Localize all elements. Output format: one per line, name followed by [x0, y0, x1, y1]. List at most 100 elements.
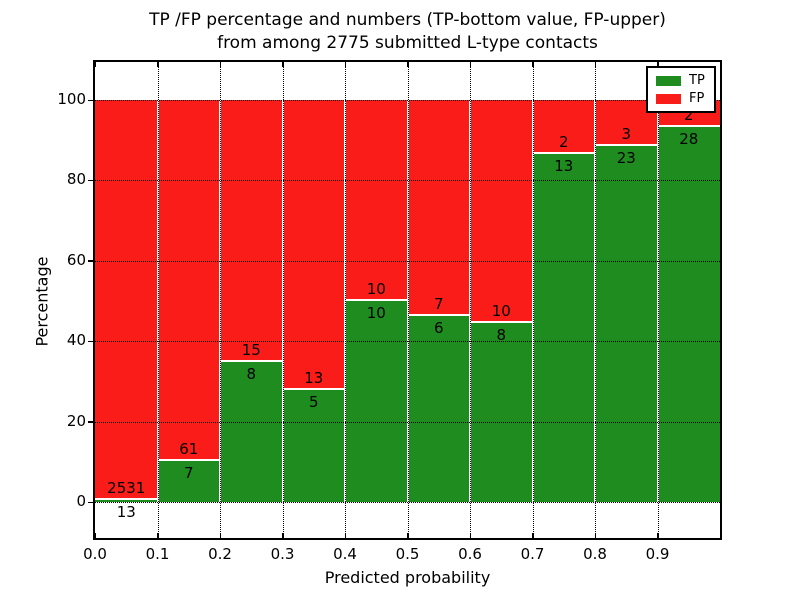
bar-edge-horizontal	[470, 321, 533, 324]
y-tick-label: 80	[66, 170, 86, 189]
x-tick-mark	[282, 533, 284, 538]
bar-segment-tp	[532, 153, 595, 502]
x-tick-mark	[94, 533, 96, 538]
legend-swatch-tp-icon	[656, 75, 681, 86]
gridline-vertical	[657, 62, 659, 538]
bar-segment-tp	[657, 126, 720, 502]
x-tick-label: 0.1	[145, 545, 170, 563]
y-tick-label: 40	[66, 331, 86, 350]
x-tick-label: 0.5	[395, 545, 420, 563]
bar-edge-horizontal	[595, 144, 658, 147]
gridline-vertical	[345, 62, 346, 538]
bar-segment-fp	[532, 100, 595, 154]
legend-item-tp: TP	[656, 74, 714, 87]
chart-title: TP /FP percentage and numbers (TP-bottom…	[95, 9, 720, 55]
fp-count-label: 10	[366, 280, 386, 298]
fp-count-label: 2	[558, 132, 569, 151]
x-tick-mark-top	[282, 62, 284, 67]
fp-count-label: 10	[491, 302, 511, 321]
bar-edge-horizontal	[407, 314, 470, 317]
bar-edge-horizontal	[532, 151, 595, 154]
x-tick-mark	[219, 533, 221, 538]
bar-segment-tp	[282, 390, 345, 502]
bar-edge-horizontal	[345, 299, 408, 301]
bar-segment-fp	[157, 100, 220, 461]
bar-segment-tp	[595, 146, 658, 502]
fp-count-label: 2	[683, 105, 694, 124]
fp-count-label: 3	[621, 125, 632, 144]
tp-count-label: 10	[366, 304, 386, 322]
y-tick-label: 60	[66, 250, 86, 269]
tp-count-label: 6	[433, 319, 444, 338]
x-tick-label: 0.9	[645, 545, 670, 563]
chart-title-line1: TP /FP percentage and numbers (TP-bottom…	[149, 10, 666, 30]
bar-segment-tp	[95, 499, 158, 502]
bar-segment-tp	[345, 301, 408, 502]
x-tick-label: 0.4	[333, 545, 357, 563]
fp-count-label: 15	[241, 341, 261, 360]
x-tick-mark	[594, 533, 596, 538]
gridline-vertical	[282, 62, 284, 538]
x-tick-label: 0.2	[208, 545, 232, 563]
fp-count-label: 13	[304, 369, 324, 388]
chart-title-line2: from among 2775 submitted L-type contact…	[217, 33, 598, 53]
gridline-vertical	[595, 62, 596, 538]
y-tick-mark	[88, 260, 93, 262]
bar-segment-fp	[470, 100, 533, 324]
x-tick-mark-top	[94, 62, 96, 67]
x-tick-mark	[532, 533, 534, 538]
x-tick-mark	[344, 533, 346, 538]
y-tick-label: 0	[76, 492, 86, 510]
x-tick-label: 0.8	[583, 545, 607, 563]
gridline-vertical	[532, 62, 534, 538]
y-tick-label: 20	[66, 411, 86, 430]
gridline-vertical	[157, 62, 159, 538]
bar-edge-horizontal	[220, 360, 283, 363]
x-tick-mark-top	[407, 62, 409, 67]
tp-count-label: 8	[246, 365, 257, 384]
x-tick-label: 0.3	[270, 545, 295, 563]
x-tick-mark-top	[657, 62, 659, 67]
legend-label-tp: TP	[689, 73, 705, 88]
bar-edge-horizontal	[157, 458, 220, 461]
tp-count-label: 13	[116, 502, 136, 521]
x-axis-label: Predicted probability	[324, 568, 491, 587]
x-tick-mark-top	[469, 62, 471, 67]
legend: TP FP	[646, 66, 716, 113]
legend-label-fp: FP	[689, 91, 705, 106]
x-tick-mark-top	[219, 62, 221, 67]
bar-segment-tp	[407, 316, 470, 502]
x-tick-mark	[157, 533, 159, 538]
y-tick-mark	[88, 99, 93, 101]
tp-count-label: 7	[183, 463, 194, 482]
x-tick-mark	[657, 533, 659, 538]
x-tick-mark-top	[157, 62, 159, 67]
fp-count-label: 2531	[107, 478, 146, 497]
x-tick-mark-top	[344, 62, 346, 67]
gridline-vertical	[407, 62, 409, 538]
tp-count-label: 28	[679, 129, 699, 148]
bar-segment-fp	[95, 100, 158, 500]
bar-segment-fp	[220, 100, 283, 363]
bar-segment-tp	[157, 460, 220, 502]
bar-segment-fp	[407, 100, 470, 317]
fp-count-label: 61	[179, 439, 199, 458]
x-tick-mark	[407, 533, 409, 538]
x-tick-mark	[469, 533, 471, 538]
y-tick-mark	[88, 179, 93, 182]
fp-count-label: 7	[433, 295, 444, 314]
tp-count-label: 5	[308, 393, 319, 412]
bar-edge-horizontal	[657, 124, 720, 127]
x-tick-mark	[719, 533, 721, 538]
legend-item-fp: FP	[656, 92, 714, 105]
tp-count-label: 13	[554, 156, 574, 175]
tp-count-label: 8	[496, 326, 507, 345]
tp-count-label: 23	[616, 149, 636, 168]
plot-area: 2531 13 61 7 15 8 13 5 10 10 7 6 10 8 2 13 3 23 2 28	[94, 62, 721, 538]
y-tick-mark	[88, 421, 93, 423]
x-tick-label: 0.7	[520, 545, 545, 563]
gridline-vertical	[220, 62, 221, 538]
x-tick-mark-top	[532, 62, 534, 67]
x-tick-label: 0.0	[83, 545, 107, 563]
